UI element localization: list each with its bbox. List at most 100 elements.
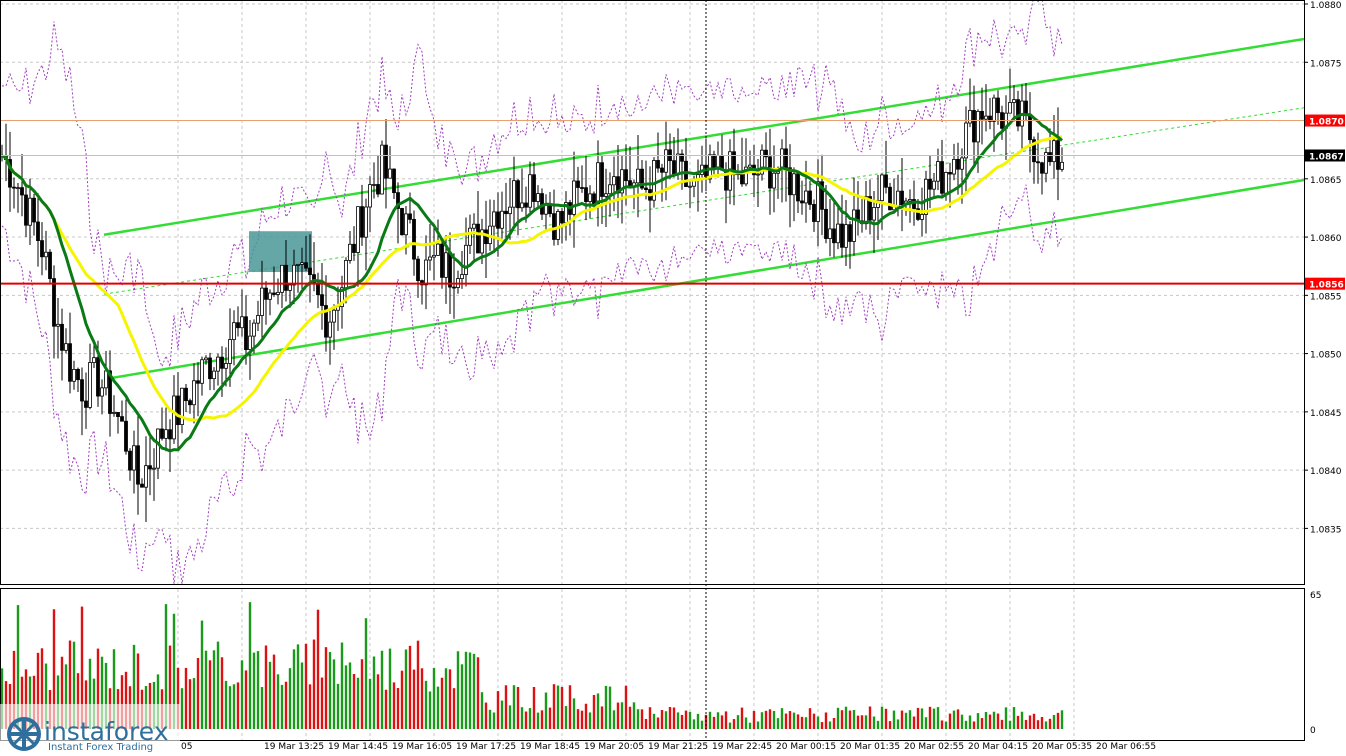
volume-bar	[892, 710, 896, 729]
volume-bar	[828, 721, 832, 729]
volume-bar	[864, 715, 868, 729]
volume-bar	[740, 707, 744, 729]
candle-body	[556, 211, 560, 240]
volume-bar	[680, 714, 684, 729]
volume-bar	[188, 679, 192, 729]
volume-bar	[392, 682, 396, 729]
candle-body	[800, 200, 804, 204]
volume-bar	[836, 707, 840, 729]
time-axis: 05 19 Mar 13:25 19 Mar 14:45 19 Mar 16:05 19…	[181, 742, 1156, 752]
candle-body	[152, 467, 156, 470]
candle-body	[572, 180, 576, 215]
candle-body	[400, 208, 404, 236]
volume-bar	[168, 645, 172, 729]
volume-bar	[344, 665, 348, 729]
volume-bar	[872, 716, 876, 729]
volume-bar	[852, 709, 856, 729]
volume-bar	[576, 709, 580, 729]
volume-bar	[448, 669, 452, 729]
candle-body	[52, 278, 56, 327]
volume-bar	[56, 675, 60, 729]
candle-body	[48, 251, 52, 279]
volume-bar	[844, 706, 848, 729]
volume-bar	[592, 694, 596, 729]
volume-bar	[40, 648, 44, 729]
candle-body	[928, 178, 932, 190]
candle-body	[940, 161, 944, 194]
volume-bar	[80, 606, 84, 729]
candle-body	[476, 223, 480, 254]
volume-bar	[916, 707, 920, 729]
volume-bar	[952, 710, 956, 729]
time-label: 19 Mar 17:25	[456, 742, 516, 752]
volume-bar	[984, 711, 988, 729]
candle-body	[560, 211, 564, 224]
candle-body	[352, 243, 356, 253]
volume-bar	[320, 677, 324, 729]
channel-upper	[103, 37, 1305, 236]
volume-bar	[1052, 715, 1056, 729]
candle-body	[932, 180, 936, 190]
volume-bar	[632, 702, 636, 729]
candle-body	[196, 380, 200, 384]
volume-bar	[396, 688, 400, 729]
price-tag-bg	[1305, 149, 1345, 162]
candle-body	[524, 202, 528, 208]
candle-body	[96, 357, 100, 397]
candle-body	[468, 227, 472, 246]
volume-bar	[912, 716, 916, 729]
time-label: 20 Mar 04:15	[968, 742, 1028, 752]
candle-body	[920, 214, 924, 220]
volume-bar	[1032, 713, 1036, 729]
price-tick-label: 1.0865	[1310, 176, 1342, 186]
candle-body	[980, 110, 984, 120]
volume-max-label: 65	[1310, 591, 1321, 601]
candle-body	[8, 159, 12, 188]
volume-bar	[876, 720, 880, 729]
candle-body	[60, 323, 64, 351]
volume-bar	[672, 707, 676, 729]
time-label: 20 Mar 00:15	[776, 742, 836, 752]
volume-bar	[888, 721, 892, 729]
candle-body	[432, 254, 436, 258]
logo-icon	[7, 717, 41, 751]
candle-body	[368, 184, 372, 208]
volume-bar	[904, 712, 908, 729]
volume-bar	[1044, 721, 1048, 729]
candle-body	[1012, 99, 1016, 103]
candle-body	[188, 400, 192, 406]
volume-bar	[504, 685, 508, 729]
candle-body	[168, 429, 172, 440]
candle-body	[216, 356, 220, 372]
volume-bar	[816, 716, 820, 729]
instaforex-logo: instaforex Instant Forex Trading	[0, 704, 180, 756]
volume-bar	[540, 710, 544, 729]
volume-bar	[652, 713, 656, 729]
candle-body	[232, 322, 236, 340]
candle-body	[816, 181, 820, 222]
candle-body	[880, 174, 884, 202]
candle-body	[108, 370, 112, 414]
volume-axis: 65 0	[1310, 591, 1321, 736]
candle-body	[88, 362, 92, 408]
volume-bar	[112, 649, 116, 729]
bollinger-bands	[1, 0, 1063, 584]
candle-body	[896, 190, 900, 207]
volume-bar	[920, 708, 924, 729]
volume-bar	[604, 685, 608, 729]
volume-bar	[528, 708, 532, 729]
volume-bar	[424, 680, 428, 729]
candle-body	[460, 274, 464, 279]
volume-bar	[384, 689, 388, 729]
candle-body	[164, 429, 168, 439]
volume-bar	[808, 708, 812, 729]
candle-body	[20, 187, 24, 196]
volume-bar	[416, 640, 420, 729]
volume-bar	[964, 720, 968, 729]
candle-body	[156, 428, 160, 469]
volume-bar	[412, 669, 416, 729]
volume-bar	[612, 710, 616, 729]
candle-body	[844, 224, 848, 248]
price-tag-label: 1.0870	[1309, 118, 1344, 128]
candle-body	[68, 343, 72, 382]
